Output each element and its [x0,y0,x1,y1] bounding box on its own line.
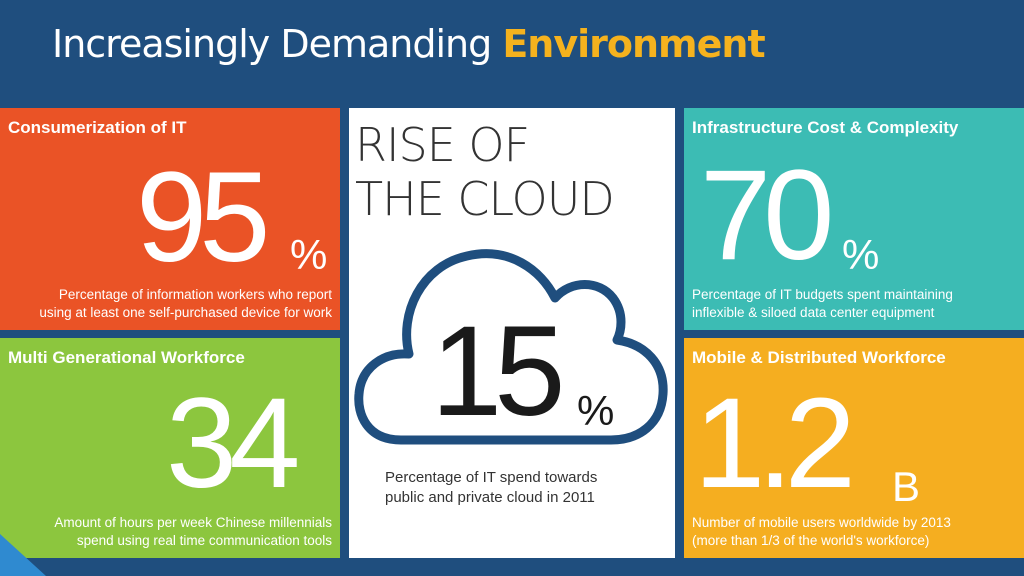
desc-line-1: Percentage of IT budgets spent maintaini… [692,287,953,302]
stat-unit: B [892,463,921,510]
stat-unit: % [577,387,615,434]
desc-line-1: Percentage of information workers who re… [58,287,332,302]
stat-value: 95 [136,146,270,289]
tile-cloud: RISE OF THE CLOUD 15 % Percentage of IT … [349,108,675,558]
page-title: Increasingly Demanding Environment [52,22,766,66]
tile-heading: Infrastructure Cost & Complexity [692,118,959,137]
stat-description: Percentage of IT spend towards public an… [385,468,665,508]
stat-value: 15 [431,300,565,443]
desc-line-1: Number of mobile users worldwide by 2013 [692,515,951,530]
cloud-heading-line-2: THE CLOUD [355,172,615,226]
stat-description: Percentage of information workers who re… [2,286,332,322]
stat-unit: % [842,231,880,278]
tile-consumerization: Consumerization of IT 95 % Percentage of… [0,108,340,330]
stat-description: Amount of hours per week Chinese millenn… [2,514,332,550]
tile-heading: Mobile & Distributed Workforce [692,348,946,367]
stat-description: Number of mobile users worldwide by 2013… [692,514,1022,550]
tile-heading: Consumerization of IT [8,118,187,137]
title-main: Increasingly Demanding [52,22,503,66]
stat-value: 70 [700,144,834,287]
desc-line-2: inflexible & siloed data center equipmen… [692,305,935,320]
cloud-heading: RISE OF THE CLOUD [355,118,615,226]
tile-mobile: Mobile & Distributed Workforce 1.2 B Num… [684,338,1024,558]
corner-triangle-decoration [0,534,46,576]
tile-heading: Multi Generational Workforce [8,348,245,367]
stat-unit: % [290,231,328,278]
desc-line-2: (more than 1/3 of the world's workforce) [692,533,930,548]
cloud-heading-line-1: RISE OF [355,118,530,172]
cloud-icon [354,249,668,445]
title-accent: Environment [502,22,765,66]
tile-infrastructure: Infrastructure Cost & Complexity 70 % Pe… [684,108,1024,330]
desc-line-1: Amount of hours per week Chinese millenn… [54,515,332,530]
stat-value: 1.2 [694,372,856,515]
desc-line-2: spend using real time communication tool… [76,533,332,548]
stat-description: Percentage of IT budgets spent maintaini… [692,286,1022,322]
desc-line-2: public and private cloud in 2011 [385,489,595,506]
desc-line-1: Percentage of IT spend towards [385,469,598,486]
desc-line-2: using at least one self-purchased device… [39,305,332,320]
stat-value: 34 [166,372,300,515]
tile-generational: Multi Generational Workforce 34 Amount o… [0,338,340,558]
